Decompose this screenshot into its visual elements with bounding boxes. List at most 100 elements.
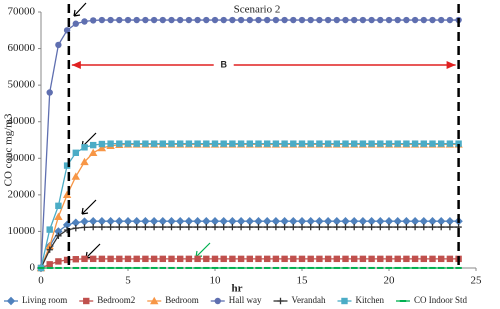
data-point: [90, 255, 97, 263]
data-point: [403, 223, 410, 231]
legend-label: Bedroom: [165, 295, 199, 305]
data-point: [46, 89, 53, 96]
data-point: [159, 223, 166, 231]
data-point: [194, 16, 201, 24]
legend-item: Kitchen: [337, 295, 384, 305]
data-point: [402, 216, 411, 226]
legend-item: Verandah: [273, 295, 326, 305]
data-point: [159, 16, 166, 24]
data-point: [177, 16, 184, 24]
data-point: [229, 140, 236, 147]
data-point: [306, 216, 315, 226]
legend-item: CO Indoor Std: [395, 295, 468, 305]
data-point: [80, 217, 89, 226]
data-point: [324, 16, 332, 24]
data-point: [332, 216, 341, 226]
data-point: [81, 144, 88, 151]
data-point: [46, 246, 53, 253]
data-point: [72, 20, 80, 27]
data-point: [377, 255, 384, 263]
data-point: [429, 140, 436, 147]
data-point: [142, 16, 149, 24]
data-point: [194, 223, 201, 231]
data-point: [403, 16, 410, 24]
data-point: [323, 216, 333, 226]
legend: Living room Bedroom2 Bedroom Hall way Verand…: [4, 295, 468, 306]
data-point: [281, 16, 288, 24]
data-point: [55, 232, 62, 240]
data-point: [177, 223, 184, 231]
data-point: [211, 16, 219, 24]
data-point: [264, 16, 271, 24]
y-tick-label: 60000: [8, 42, 36, 54]
data-point: [255, 255, 262, 263]
data-point: [177, 140, 184, 147]
data-point: [46, 261, 53, 268]
data-point: [290, 140, 297, 147]
legend-label: Verandah: [292, 295, 326, 305]
data-point: [446, 255, 454, 263]
data-point: [194, 255, 201, 263]
data-point: [72, 256, 79, 263]
data-point: [342, 223, 349, 231]
data-point: [106, 216, 115, 226]
data-point: [124, 223, 132, 231]
data-point: [237, 223, 245, 231]
data-point: [333, 140, 340, 147]
data-point: [264, 140, 271, 147]
data-point: [281, 223, 288, 231]
data-point: [403, 255, 410, 263]
legend-marker: [277, 297, 284, 305]
y-tick-label: 70000: [8, 6, 36, 18]
chart-title: Scenario 2: [234, 4, 281, 16]
data-point: [438, 255, 445, 263]
data-point: [90, 141, 97, 149]
data-point: [116, 16, 123, 24]
data-point: [393, 216, 402, 226]
data-point: [315, 216, 324, 226]
data-point: [116, 223, 123, 231]
data-point: [351, 255, 358, 263]
data-point: [71, 218, 80, 227]
data-point: [298, 223, 306, 231]
y-tick-label: 10000: [8, 225, 36, 237]
data-point: [237, 16, 245, 24]
data-point: [90, 223, 97, 231]
legend-label: CO Indoor Std: [414, 295, 468, 305]
data-point: [290, 16, 297, 24]
data-point: [107, 140, 114, 147]
data-point: [368, 255, 375, 263]
data-point: [133, 140, 140, 147]
data-point: [132, 216, 141, 226]
legend-label: Bedroom2: [97, 295, 135, 305]
legend-marker: [214, 297, 221, 305]
data-point: [210, 216, 220, 226]
data-point: [245, 216, 254, 226]
data-point: [281, 140, 288, 147]
data-point: [54, 227, 63, 236]
data-point: [63, 162, 71, 169]
y-tick-label: 40000: [8, 115, 36, 127]
data-point: [203, 140, 210, 147]
data-point: [351, 16, 358, 24]
data-point: [333, 255, 340, 263]
data-point: [97, 143, 107, 152]
data-point: [184, 216, 194, 226]
y-tick-label: 30000: [8, 152, 36, 164]
data-point: [324, 140, 332, 147]
data-point: [62, 190, 72, 199]
data-point: [185, 140, 193, 147]
legend-label: Hall way: [229, 295, 262, 305]
data-point: [298, 16, 306, 24]
data-point: [203, 16, 210, 24]
data-point: [72, 149, 79, 156]
data-point: [142, 255, 149, 263]
data-point: [98, 140, 106, 148]
data-point: [272, 16, 280, 24]
data-point: [246, 255, 253, 263]
data-point: [116, 140, 123, 147]
data-point: [297, 216, 307, 226]
data-point: [429, 255, 436, 263]
data-point: [176, 216, 185, 226]
data-point: [411, 16, 419, 24]
